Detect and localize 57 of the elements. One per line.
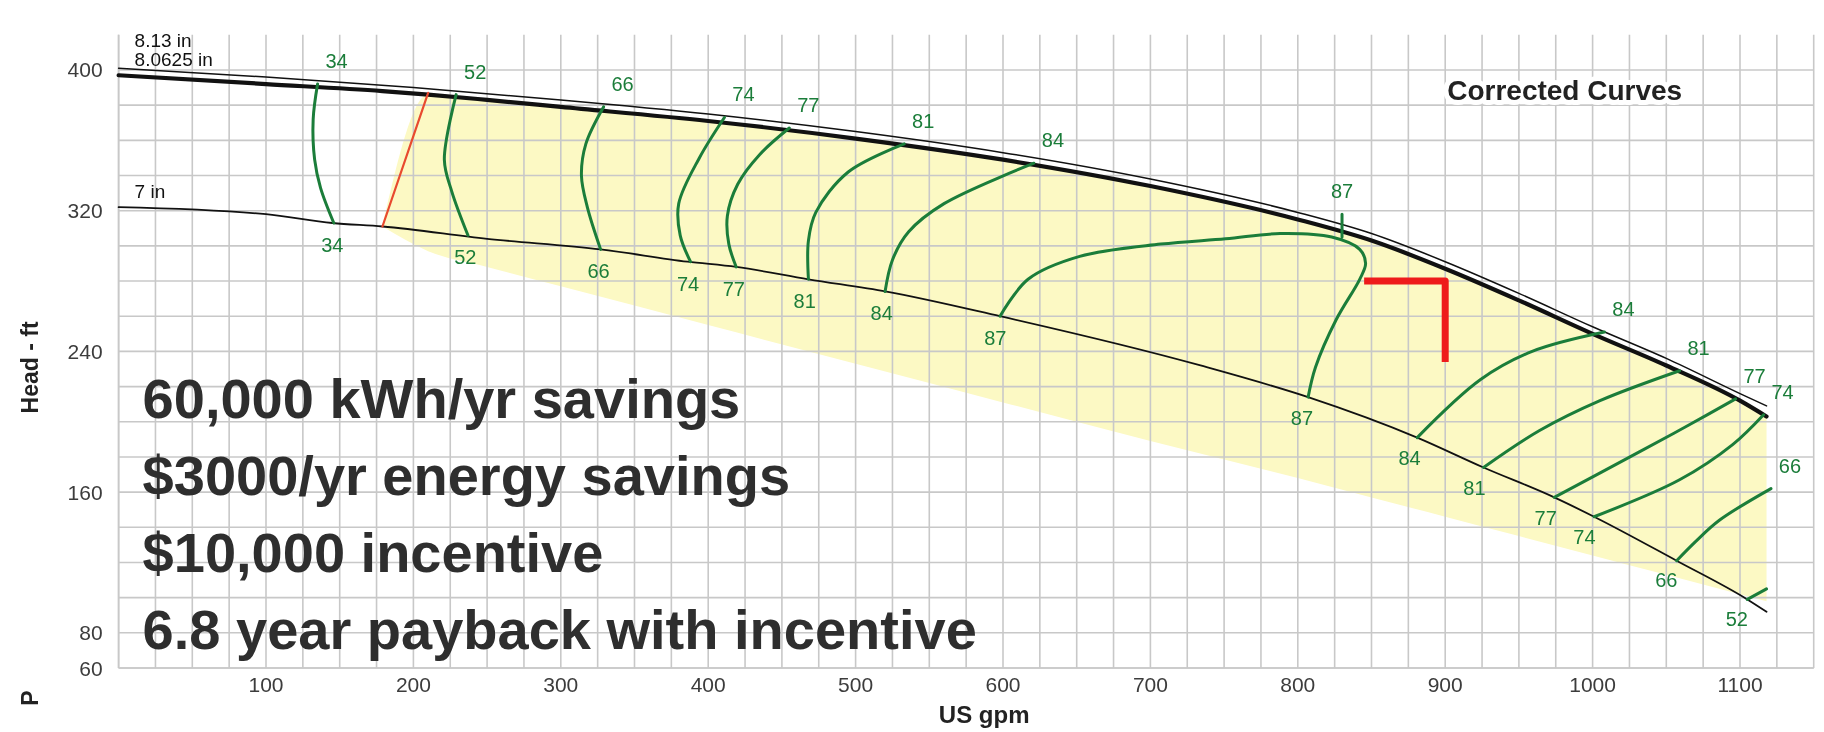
x-tick-label: 600 (985, 673, 1021, 696)
annotation: 6.8 year payback with incentive (142, 598, 977, 661)
x-tick-label: 900 (1427, 673, 1463, 696)
y-tick-label: 160 (67, 480, 103, 504)
x-tick-label: 1100 (1717, 673, 1763, 696)
x-tick-label: 500 (838, 673, 874, 696)
text: 81 (912, 109, 935, 132)
text: Corrected Curves (1447, 74, 1683, 106)
x-tick-label: 400 (690, 673, 726, 696)
text: 87 (1330, 180, 1354, 203)
line-series (311, 82, 336, 225)
text: 81 (793, 289, 816, 312)
text: 74 (732, 83, 755, 106)
text: 84 (870, 302, 893, 325)
series-label: 52 (1725, 607, 1748, 630)
y-tick-label: 80 (79, 621, 103, 645)
text: 77 (1743, 364, 1766, 387)
text: 34 (321, 233, 344, 256)
series-label: 87 (1290, 407, 1314, 430)
series-label: 8.13 in (134, 30, 192, 52)
x-tick-label: 200 (395, 673, 431, 696)
annotation: 60,000 kWh/yr savings (142, 367, 741, 430)
series-label: 34 (325, 50, 348, 73)
series-label: 77 (1534, 506, 1557, 529)
text: 74 (677, 272, 700, 295)
x-tick-label: 100 (248, 673, 284, 696)
series-label: 84 (1398, 447, 1421, 470)
text: 84 (1041, 129, 1065, 152)
y-tick-label: 240 (67, 339, 103, 363)
series-label: 7 in (134, 181, 166, 203)
annotation: $10,000 incentive (142, 521, 604, 584)
series-label: 8.0625 in (134, 49, 213, 71)
y-tick-label: 320 (67, 199, 103, 223)
y-tick-label: 400 (67, 58, 103, 82)
text: 66 (1778, 454, 1802, 477)
text: 87 (984, 326, 1007, 349)
text: 74 (1771, 380, 1794, 403)
x-tick-label: 700 (1132, 673, 1168, 696)
text: 84 (1612, 298, 1635, 321)
x-tick-label: 1000 (1569, 673, 1616, 696)
x-axis-title: US gpm (938, 701, 1030, 728)
y-tick-label: 60 (79, 656, 103, 680)
annotation: $3000/yr energy savings (142, 444, 791, 507)
text: 52 (454, 246, 477, 269)
x-tick-label: 300 (543, 673, 579, 696)
series-label: 66 (1655, 569, 1678, 592)
text: 66 (611, 72, 634, 95)
text: P (17, 690, 43, 706)
series-label: 81 (1463, 476, 1486, 499)
text: 81 (1687, 336, 1710, 359)
series-label: 74 (1573, 525, 1596, 548)
x-tick-label: 800 (1280, 673, 1316, 696)
text: 77 (722, 277, 745, 300)
text: 77 (797, 94, 820, 117)
y-axis-title: Head - ft (17, 321, 43, 414)
text: 52 (464, 60, 487, 83)
text: 66 (587, 260, 610, 283)
